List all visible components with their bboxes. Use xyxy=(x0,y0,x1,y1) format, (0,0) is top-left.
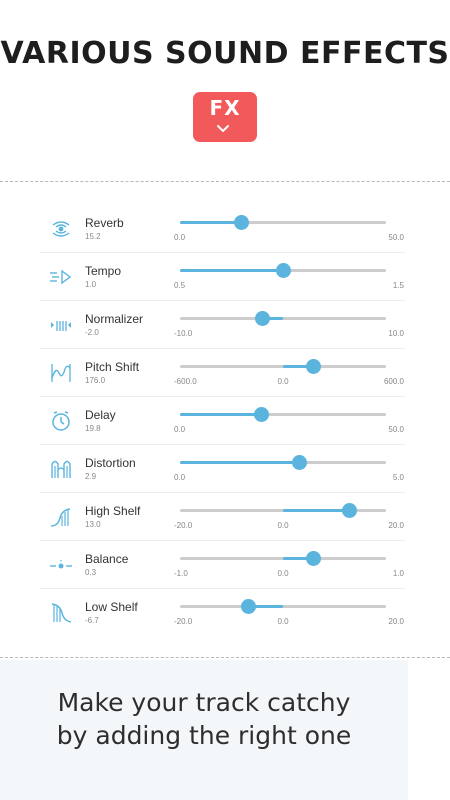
caption-background xyxy=(0,660,408,800)
effect-row-pitch-shift: Pitch Shift 176.0 -600.0 0.0 600.0 xyxy=(40,348,405,397)
slider-max-label: 50.0 xyxy=(388,425,404,434)
effect-name: Low Shelf xyxy=(85,600,138,614)
effect-name: Delay xyxy=(85,408,116,422)
high-shelf-slider[interactable] xyxy=(180,503,386,518)
effects-panel: Reverb 15.2 0.0 50.0 Tempo 1.0 0.5 1.5 Normalize… xyxy=(40,204,405,636)
high-shelf-icon xyxy=(50,508,71,527)
slider-min-label: -600.0 xyxy=(174,377,197,386)
slider-fill xyxy=(248,605,283,608)
page-title: VARIOUS SOUND EFFECTS xyxy=(0,36,450,71)
effect-name: Balance xyxy=(85,552,129,566)
slider-fill xyxy=(283,509,350,512)
normalizer-icon xyxy=(51,321,71,331)
low-shelf-icon xyxy=(51,603,72,623)
effect-row-reverb: Reverb 15.2 0.0 50.0 xyxy=(40,204,405,253)
slider-min-label: -10.0 xyxy=(174,329,193,338)
tempo-slider[interactable] xyxy=(180,263,386,278)
slider-max-label: 20.0 xyxy=(388,521,404,530)
slider-min-label: 0.0 xyxy=(174,425,186,434)
slider-max-label: 20.0 xyxy=(388,617,404,626)
slider-min-label: -1.0 xyxy=(174,569,188,578)
effect-row-delay: Delay 19.8 0.0 50.0 xyxy=(40,396,405,445)
effect-value: 19.8 xyxy=(85,424,101,433)
slider-thumb[interactable] xyxy=(254,311,270,326)
effect-name: Distortion xyxy=(85,456,136,470)
effect-row-high-shelf: High Shelf 13.0 -20.0 0.0 20.0 xyxy=(40,492,405,541)
slider-max-label: 50.0 xyxy=(388,233,404,242)
slider-fill xyxy=(262,317,283,320)
distortion-slider[interactable] xyxy=(180,455,386,470)
bottom-divider xyxy=(0,657,450,658)
top-divider xyxy=(0,181,450,182)
caption-line-1: Make your track catchy xyxy=(57,688,351,717)
reverb-icon xyxy=(52,221,70,237)
effect-name: Tempo xyxy=(85,264,122,278)
slider-fill xyxy=(180,413,262,416)
normalizer-slider[interactable] xyxy=(180,311,386,326)
balance-slider[interactable] xyxy=(180,551,386,566)
slider-thumb[interactable] xyxy=(275,263,291,278)
slider-thumb[interactable] xyxy=(305,359,321,374)
slider-mid-label: 0.0 xyxy=(277,521,289,530)
effect-value: 13.0 xyxy=(85,520,101,529)
low-shelf-slider[interactable] xyxy=(180,599,386,614)
slider-fill xyxy=(283,365,314,368)
effect-value: 2.9 xyxy=(85,472,97,481)
effect-value: 0.3 xyxy=(85,568,97,577)
slider-fill xyxy=(180,221,242,224)
slider-thumb[interactable] xyxy=(240,599,256,614)
effect-value: -6.7 xyxy=(85,616,99,625)
pitch-shift-icon xyxy=(51,364,71,382)
slider-thumb[interactable] xyxy=(306,551,322,566)
effect-value: 176.0 xyxy=(85,376,106,385)
slider-min-label: 0.5 xyxy=(174,281,186,290)
slider-mid-label: 0.0 xyxy=(277,377,289,386)
slider-max-label: 1.5 xyxy=(392,281,404,290)
slider-fill xyxy=(180,269,283,272)
fx-badge-label: FX xyxy=(209,96,241,120)
effect-name: Normalizer xyxy=(85,312,144,326)
reverb-slider[interactable] xyxy=(180,215,386,230)
delay-slider[interactable] xyxy=(180,407,386,422)
slider-max-label: 1.0 xyxy=(392,569,404,578)
effect-value: 15.2 xyxy=(85,232,101,241)
slider-thumb[interactable] xyxy=(291,455,307,470)
distortion-icon xyxy=(51,460,71,478)
slider-min-label: -20.0 xyxy=(174,617,193,626)
effect-name: Reverb xyxy=(85,216,124,230)
slider-max-label: 5.0 xyxy=(392,473,404,482)
slider-thumb[interactable] xyxy=(254,407,270,422)
fx-badge: FX xyxy=(193,92,257,142)
pitch-shift-slider[interactable] xyxy=(180,359,386,374)
caption: Make your track catchy by adding the rig… xyxy=(0,686,408,752)
slider-mid-label: 0.0 xyxy=(277,569,289,578)
slider-max-label: 600.0 xyxy=(383,377,404,386)
balance-icon xyxy=(50,560,72,569)
effect-row-distortion: Distortion 2.9 0.0 5.0 xyxy=(40,444,405,493)
effect-value: 1.0 xyxy=(85,280,97,289)
slider-max-label: 10.0 xyxy=(388,329,404,338)
slider-min-label: 0.0 xyxy=(174,233,186,242)
tempo-icon xyxy=(50,269,72,285)
effect-row-tempo: Tempo 1.0 0.5 1.5 xyxy=(40,252,405,301)
slider-min-label: 0.0 xyxy=(174,473,186,482)
caption-line-2: by adding the right one xyxy=(56,721,352,750)
slider-thumb[interactable] xyxy=(342,503,358,518)
slider-fill xyxy=(180,461,300,464)
effect-row-balance: Balance 0.3 -1.0 0.0 1.0 xyxy=(40,540,405,589)
slider-thumb[interactable] xyxy=(234,215,250,230)
effect-value: -2.0 xyxy=(85,328,99,337)
slider-min-label: -20.0 xyxy=(174,521,193,530)
effect-name: Pitch Shift xyxy=(85,360,140,374)
effect-name: High Shelf xyxy=(85,504,141,518)
slider-mid-label: 0.0 xyxy=(277,617,289,626)
effect-row-normalizer: Normalizer -2.0 -10.0 10.0 xyxy=(40,300,405,349)
chevron-down-icon xyxy=(217,125,229,132)
delay-icon xyxy=(52,411,70,431)
slider-fill xyxy=(283,557,314,560)
effect-row-low-shelf: Low Shelf -6.7 -20.0 0.0 20.0 xyxy=(40,588,405,636)
